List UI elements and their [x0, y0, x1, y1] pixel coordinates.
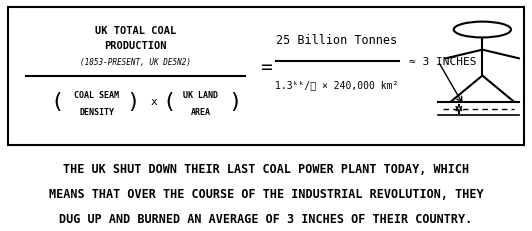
Text: 25 Billion Tonnes: 25 Billion Tonnes	[276, 34, 397, 47]
Text: AREA: AREA	[191, 108, 211, 116]
Text: COAL SEAM: COAL SEAM	[74, 90, 119, 99]
Text: UK TOTAL COAL: UK TOTAL COAL	[95, 25, 176, 35]
Text: (1853-PRESENT, UK DE5N2): (1853-PRESENT, UK DE5N2)	[80, 58, 191, 66]
Text: =: =	[260, 58, 272, 77]
Text: DUG UP AND BURNED AN AVERAGE OF 3 INCHES OF THEIR COUNTRY.: DUG UP AND BURNED AN AVERAGE OF 3 INCHES…	[60, 212, 472, 225]
Text: ≈ 3 INCHES: ≈ 3 INCHES	[409, 57, 477, 67]
Text: (: (	[51, 92, 64, 112]
Text: ): )	[228, 92, 242, 112]
Text: MEANS THAT OVER THE COURSE OF THE INDUSTRIAL REVOLUTION, THEY: MEANS THAT OVER THE COURSE OF THE INDUST…	[49, 187, 483, 200]
Text: THE UK SHUT DOWN THEIR LAST COAL POWER PLANT TODAY, WHICH: THE UK SHUT DOWN THEIR LAST COAL POWER P…	[63, 162, 469, 175]
Text: x: x	[151, 97, 157, 107]
Text: 1.3ᵏᵏ/ℓ × 240,000 km²: 1.3ᵏᵏ/ℓ × 240,000 km²	[275, 80, 398, 90]
Text: ): )	[127, 92, 140, 112]
Text: DENSITY: DENSITY	[79, 108, 114, 116]
Text: UK LAND: UK LAND	[184, 90, 218, 99]
Text: PRODUCTION: PRODUCTION	[104, 41, 167, 51]
Text: (: (	[163, 92, 176, 112]
